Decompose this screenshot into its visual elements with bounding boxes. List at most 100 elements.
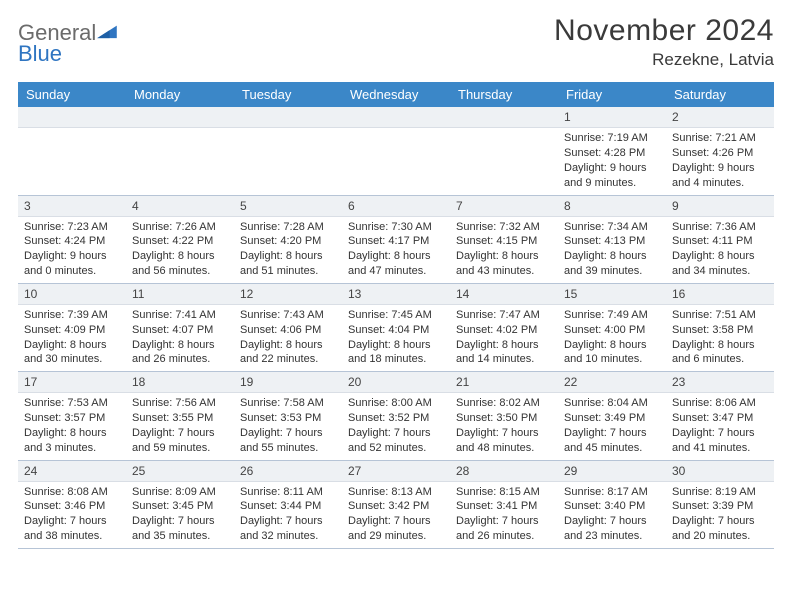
calendar-day-cell: 16Sunrise: 7:51 AMSunset: 3:58 PMDayligh… bbox=[666, 283, 774, 371]
sunset-text: Sunset: 4:22 PM bbox=[132, 234, 229, 249]
sunrise-text: Sunrise: 7:49 AM bbox=[564, 308, 661, 323]
day-number: 16 bbox=[666, 284, 774, 305]
day-number: 19 bbox=[234, 372, 342, 393]
day-details: Sunrise: 7:53 AMSunset: 3:57 PMDaylight:… bbox=[18, 393, 126, 459]
weekday-header: Friday bbox=[558, 82, 666, 107]
calendar-day-cell: 17Sunrise: 7:53 AMSunset: 3:57 PMDayligh… bbox=[18, 372, 126, 460]
calendar-day-cell: 4Sunrise: 7:26 AMSunset: 4:22 PMDaylight… bbox=[126, 195, 234, 283]
calendar-day-cell: 12Sunrise: 7:43 AMSunset: 4:06 PMDayligh… bbox=[234, 283, 342, 371]
calendar-day-cell: 18Sunrise: 7:56 AMSunset: 3:55 PMDayligh… bbox=[126, 372, 234, 460]
sunrise-text: Sunrise: 8:08 AM bbox=[24, 485, 121, 500]
day-number: 11 bbox=[126, 284, 234, 305]
sunset-text: Sunset: 3:53 PM bbox=[240, 411, 337, 426]
day-number: 8 bbox=[558, 196, 666, 217]
calendar-day-cell: 27Sunrise: 8:13 AMSunset: 3:42 PMDayligh… bbox=[342, 460, 450, 548]
day-details: Sunrise: 7:36 AMSunset: 4:11 PMDaylight:… bbox=[666, 217, 774, 283]
daylight-text: Daylight: 8 hours and 22 minutes. bbox=[240, 338, 337, 368]
day-number: 26 bbox=[234, 461, 342, 482]
day-details: Sunrise: 7:49 AMSunset: 4:00 PMDaylight:… bbox=[558, 305, 666, 371]
day-number: 17 bbox=[18, 372, 126, 393]
sunset-text: Sunset: 3:46 PM bbox=[24, 499, 121, 514]
day-details: Sunrise: 7:30 AMSunset: 4:17 PMDaylight:… bbox=[342, 217, 450, 283]
calendar-page: GeneralBlue November 2024 Rezekne, Latvi… bbox=[0, 0, 792, 559]
calendar-day-cell: 7Sunrise: 7:32 AMSunset: 4:15 PMDaylight… bbox=[450, 195, 558, 283]
day-number bbox=[342, 107, 450, 128]
calendar-day-cell: 19Sunrise: 7:58 AMSunset: 3:53 PMDayligh… bbox=[234, 372, 342, 460]
sunrise-text: Sunrise: 7:30 AM bbox=[348, 220, 445, 235]
day-number: 28 bbox=[450, 461, 558, 482]
day-details: Sunrise: 8:08 AMSunset: 3:46 PMDaylight:… bbox=[18, 482, 126, 548]
daylight-text: Daylight: 8 hours and 43 minutes. bbox=[456, 249, 553, 279]
day-details: Sunrise: 7:28 AMSunset: 4:20 PMDaylight:… bbox=[234, 217, 342, 283]
daylight-text: Daylight: 8 hours and 30 minutes. bbox=[24, 338, 121, 368]
sunrise-text: Sunrise: 8:15 AM bbox=[456, 485, 553, 500]
calendar-week-row: 24Sunrise: 8:08 AMSunset: 3:46 PMDayligh… bbox=[18, 460, 774, 548]
day-details: Sunrise: 8:13 AMSunset: 3:42 PMDaylight:… bbox=[342, 482, 450, 548]
sunrise-text: Sunrise: 8:17 AM bbox=[564, 485, 661, 500]
daylight-text: Daylight: 7 hours and 23 minutes. bbox=[564, 514, 661, 544]
sunset-text: Sunset: 4:24 PM bbox=[24, 234, 121, 249]
daylight-text: Daylight: 7 hours and 20 minutes. bbox=[672, 514, 769, 544]
sunrise-text: Sunrise: 7:43 AM bbox=[240, 308, 337, 323]
day-details: Sunrise: 7:41 AMSunset: 4:07 PMDaylight:… bbox=[126, 305, 234, 371]
sunset-text: Sunset: 4:15 PM bbox=[456, 234, 553, 249]
daylight-text: Daylight: 8 hours and 3 minutes. bbox=[24, 426, 121, 456]
sunset-text: Sunset: 3:49 PM bbox=[564, 411, 661, 426]
weekday-header: Saturday bbox=[666, 82, 774, 107]
sunset-text: Sunset: 4:00 PM bbox=[564, 323, 661, 338]
calendar-day-cell: 9Sunrise: 7:36 AMSunset: 4:11 PMDaylight… bbox=[666, 195, 774, 283]
day-details: Sunrise: 7:21 AMSunset: 4:26 PMDaylight:… bbox=[666, 128, 774, 194]
calendar-week-row: 3Sunrise: 7:23 AMSunset: 4:24 PMDaylight… bbox=[18, 195, 774, 283]
calendar-week-row: 10Sunrise: 7:39 AMSunset: 4:09 PMDayligh… bbox=[18, 283, 774, 371]
calendar-day-cell: 8Sunrise: 7:34 AMSunset: 4:13 PMDaylight… bbox=[558, 195, 666, 283]
day-number: 13 bbox=[342, 284, 450, 305]
daylight-text: Daylight: 7 hours and 59 minutes. bbox=[132, 426, 229, 456]
sunrise-text: Sunrise: 8:09 AM bbox=[132, 485, 229, 500]
daylight-text: Daylight: 8 hours and 39 minutes. bbox=[564, 249, 661, 279]
daylight-text: Daylight: 7 hours and 52 minutes. bbox=[348, 426, 445, 456]
day-details: Sunrise: 7:39 AMSunset: 4:09 PMDaylight:… bbox=[18, 305, 126, 371]
daylight-text: Daylight: 8 hours and 47 minutes. bbox=[348, 249, 445, 279]
sunrise-text: Sunrise: 8:06 AM bbox=[672, 396, 769, 411]
sunset-text: Sunset: 4:28 PM bbox=[564, 146, 661, 161]
sunset-text: Sunset: 4:09 PM bbox=[24, 323, 121, 338]
calendar-day-cell bbox=[234, 107, 342, 195]
calendar-day-cell: 6Sunrise: 7:30 AMSunset: 4:17 PMDaylight… bbox=[342, 195, 450, 283]
calendar-week-row: 17Sunrise: 7:53 AMSunset: 3:57 PMDayligh… bbox=[18, 372, 774, 460]
sunset-text: Sunset: 4:02 PM bbox=[456, 323, 553, 338]
calendar-day-cell: 30Sunrise: 8:19 AMSunset: 3:39 PMDayligh… bbox=[666, 460, 774, 548]
calendar-day-cell: 26Sunrise: 8:11 AMSunset: 3:44 PMDayligh… bbox=[234, 460, 342, 548]
day-number: 29 bbox=[558, 461, 666, 482]
sunrise-text: Sunrise: 8:13 AM bbox=[348, 485, 445, 500]
calendar-day-cell: 14Sunrise: 7:47 AMSunset: 4:02 PMDayligh… bbox=[450, 283, 558, 371]
sunset-text: Sunset: 4:04 PM bbox=[348, 323, 445, 338]
day-number: 27 bbox=[342, 461, 450, 482]
day-details: Sunrise: 8:00 AMSunset: 3:52 PMDaylight:… bbox=[342, 393, 450, 459]
daylight-text: Daylight: 7 hours and 32 minutes. bbox=[240, 514, 337, 544]
sunrise-text: Sunrise: 7:32 AM bbox=[456, 220, 553, 235]
sunset-text: Sunset: 3:44 PM bbox=[240, 499, 337, 514]
calendar-day-cell: 3Sunrise: 7:23 AMSunset: 4:24 PMDaylight… bbox=[18, 195, 126, 283]
day-details: Sunrise: 7:19 AMSunset: 4:28 PMDaylight:… bbox=[558, 128, 666, 194]
calendar-day-cell bbox=[450, 107, 558, 195]
calendar-day-cell: 20Sunrise: 8:00 AMSunset: 3:52 PMDayligh… bbox=[342, 372, 450, 460]
logo: GeneralBlue bbox=[18, 14, 117, 67]
day-details: Sunrise: 7:45 AMSunset: 4:04 PMDaylight:… bbox=[342, 305, 450, 371]
sunset-text: Sunset: 3:40 PM bbox=[564, 499, 661, 514]
sunrise-text: Sunrise: 7:56 AM bbox=[132, 396, 229, 411]
day-details: Sunrise: 8:15 AMSunset: 3:41 PMDaylight:… bbox=[450, 482, 558, 548]
calendar-day-cell bbox=[126, 107, 234, 195]
calendar-day-cell: 11Sunrise: 7:41 AMSunset: 4:07 PMDayligh… bbox=[126, 283, 234, 371]
sunset-text: Sunset: 3:57 PM bbox=[24, 411, 121, 426]
sunrise-text: Sunrise: 7:19 AM bbox=[564, 131, 661, 146]
day-details: Sunrise: 8:19 AMSunset: 3:39 PMDaylight:… bbox=[666, 482, 774, 548]
sunrise-text: Sunrise: 8:19 AM bbox=[672, 485, 769, 500]
daylight-text: Daylight: 8 hours and 14 minutes. bbox=[456, 338, 553, 368]
sunset-text: Sunset: 4:07 PM bbox=[132, 323, 229, 338]
calendar-day-cell: 25Sunrise: 8:09 AMSunset: 3:45 PMDayligh… bbox=[126, 460, 234, 548]
daylight-text: Daylight: 7 hours and 29 minutes. bbox=[348, 514, 445, 544]
day-details: Sunrise: 7:58 AMSunset: 3:53 PMDaylight:… bbox=[234, 393, 342, 459]
weekday-header-row: Sunday Monday Tuesday Wednesday Thursday… bbox=[18, 82, 774, 107]
location: Rezekne, Latvia bbox=[554, 50, 774, 70]
day-details: Sunrise: 7:56 AMSunset: 3:55 PMDaylight:… bbox=[126, 393, 234, 459]
